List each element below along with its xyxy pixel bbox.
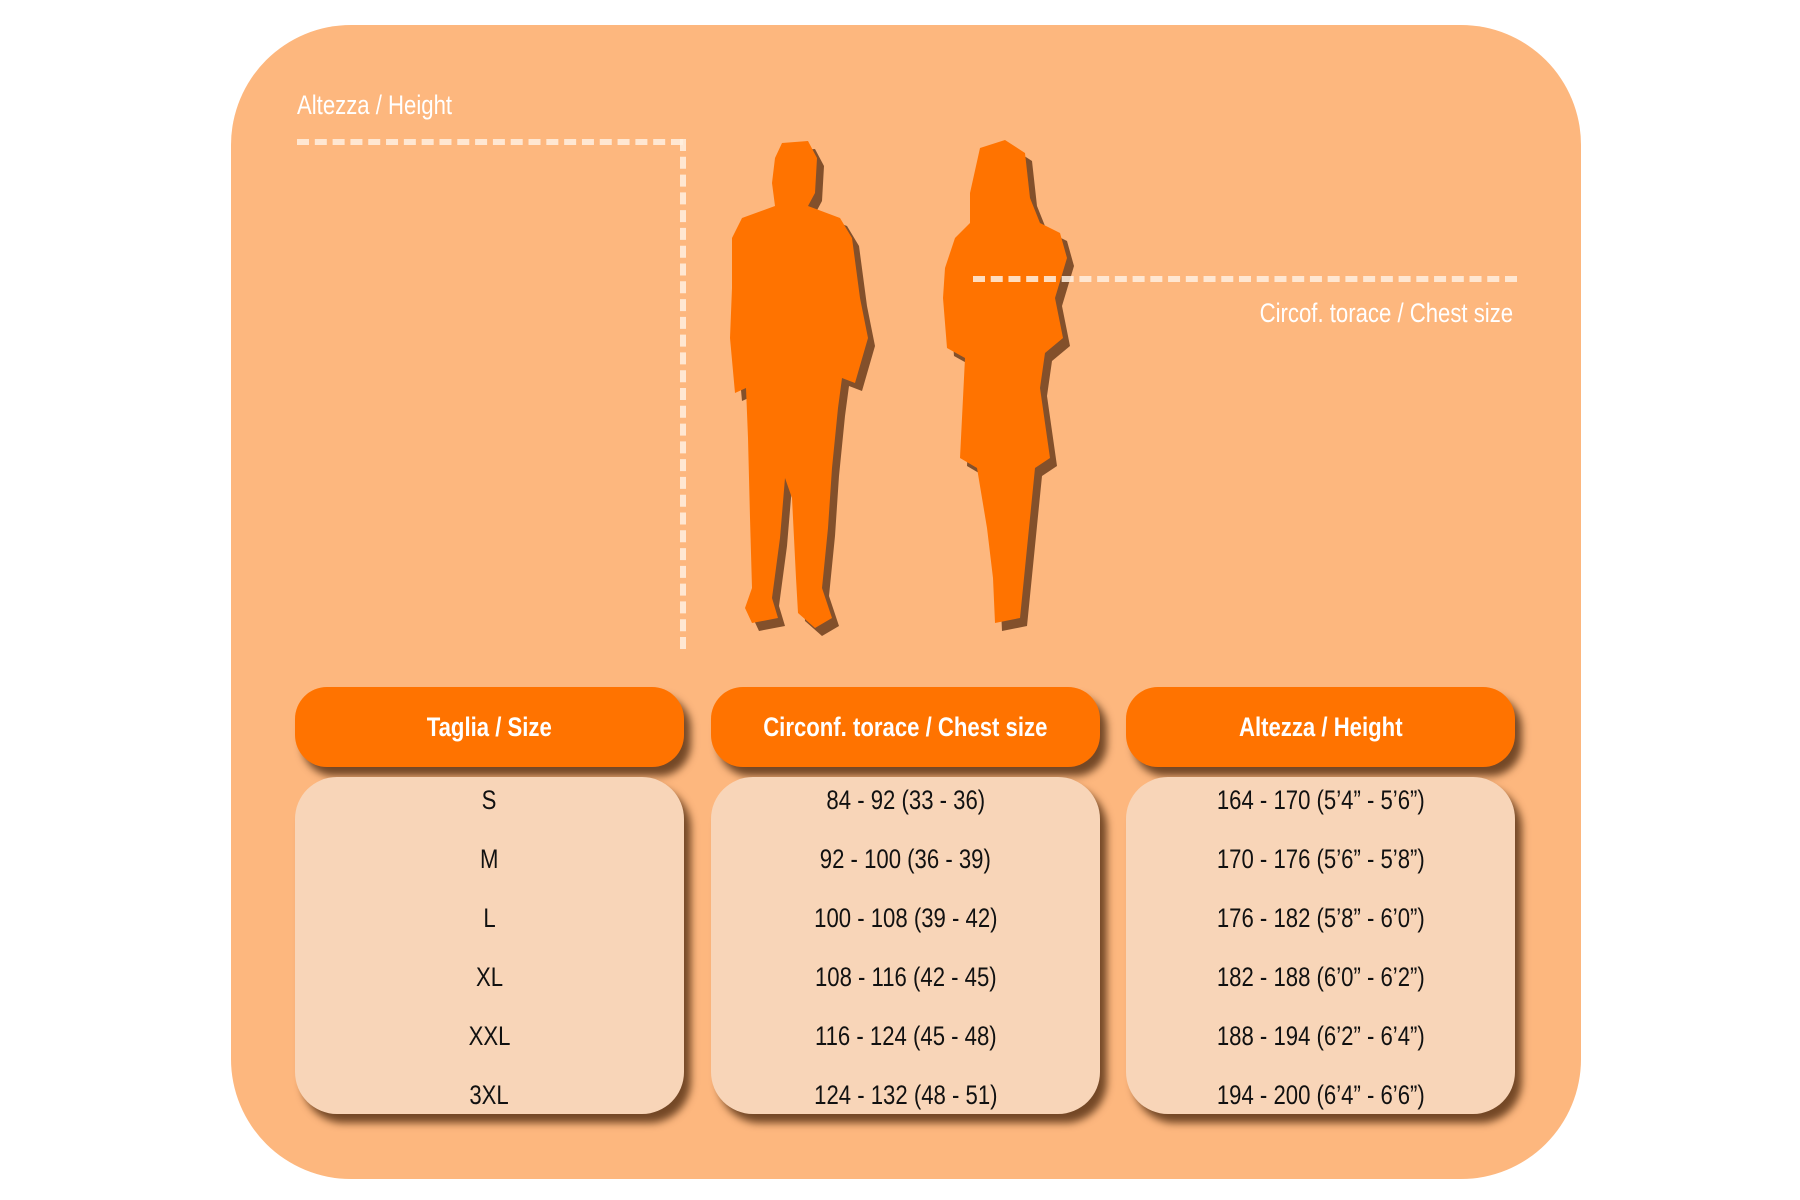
size-column-cells: S M L XL XXL 3XL <box>295 777 684 1114</box>
table-cell: XL <box>475 962 504 992</box>
man-silhouette-icon <box>730 141 875 636</box>
table-cell: 92 - 100 (36 - 39) <box>819 844 992 874</box>
table-cell: 124 - 132 (48 - 51) <box>813 1080 998 1110</box>
table-cell: 108 - 116 (42 - 45) <box>814 962 997 992</box>
height-guide-horizontal <box>297 139 683 145</box>
table-cell: L <box>483 903 496 933</box>
table-cell: XXL <box>468 1021 511 1051</box>
height-column-cells: 164 - 170 (5’4” - 5’6”) 170 - 176 (5’6” … <box>1126 777 1515 1114</box>
table-cell: 170 - 176 (5’6” - 5’8”) <box>1216 844 1425 874</box>
chest-label: Circof. torace / Chest size <box>1259 298 1513 328</box>
chest-column-header: Circonf. torace / Chest size <box>711 687 1100 767</box>
table-cell: 176 - 182 (5’8” - 6’0”) <box>1216 903 1425 933</box>
table-cell: 164 - 170 (5’4” - 5’6”) <box>1216 785 1425 815</box>
table-cell: M <box>480 844 499 874</box>
chest-column: Circonf. torace / Chest size 84 - 92 (33… <box>711 687 1100 1114</box>
height-column: Altezza / Height 164 - 170 (5’4” - 5’6”)… <box>1126 687 1515 1114</box>
size-column-header: Taglia / Size <box>295 687 684 767</box>
woman-silhouette-icon <box>943 140 1074 631</box>
chest-column-cells: 84 - 92 (33 - 36) 92 - 100 (36 - 39) 100… <box>711 777 1100 1114</box>
table-cell: 188 - 194 (6’2” - 6’4”) <box>1216 1021 1425 1051</box>
table-cell: 84 - 92 (33 - 36) <box>826 785 985 815</box>
height-column-header: Altezza / Height <box>1126 687 1515 767</box>
height-guide-vertical <box>680 139 686 649</box>
height-label: Altezza / Height <box>297 90 453 120</box>
size-column: Taglia / Size S M L XL XXL 3XL <box>295 687 684 1114</box>
chest-guide-line <box>973 276 1517 282</box>
table-cell: 100 - 108 (39 - 42) <box>813 903 998 933</box>
table-cell: 194 - 200 (6’4” - 6’6”) <box>1216 1080 1425 1110</box>
table-cell: 182 - 188 (6’0” - 6’2”) <box>1216 962 1425 992</box>
table-cell: S <box>482 785 497 815</box>
table-cell: 116 - 124 (45 - 48) <box>814 1021 997 1051</box>
table-cell: 3XL <box>469 1080 510 1110</box>
